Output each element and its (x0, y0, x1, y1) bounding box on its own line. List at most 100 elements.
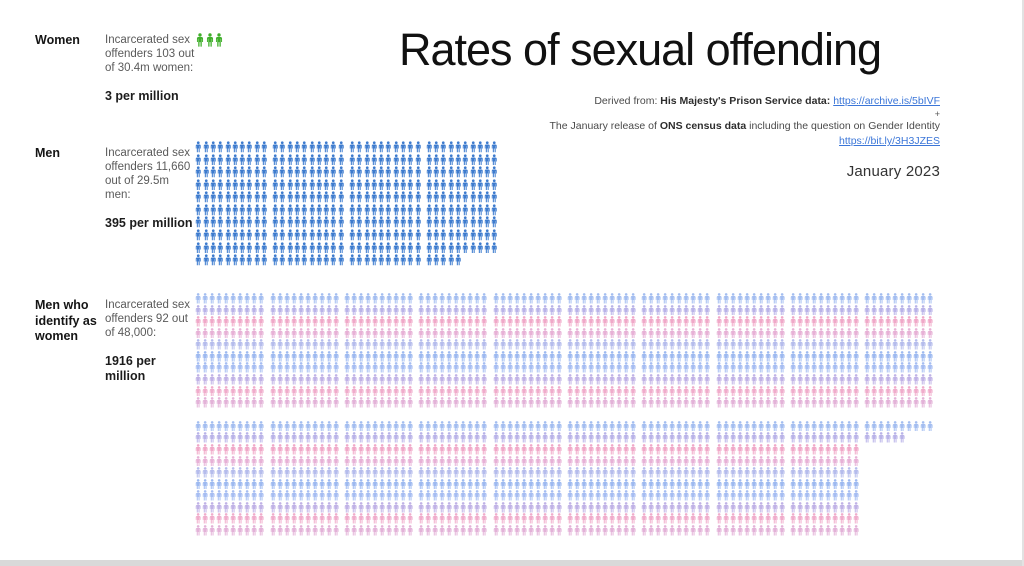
person-icon (251, 444, 257, 455)
pictogram-row (567, 397, 637, 409)
person-icon (737, 525, 743, 536)
person-icon (514, 421, 520, 432)
person-icon (730, 316, 736, 327)
person-icon (581, 305, 587, 316)
person-icon (595, 479, 601, 490)
archive-link[interactable]: https://archive.is/5bIVF (833, 95, 940, 107)
person-icon (655, 362, 661, 373)
person-icon (662, 397, 668, 408)
pictogram-row (349, 254, 422, 267)
pictogram-row (641, 467, 711, 479)
person-icon (261, 166, 268, 178)
person-icon (440, 166, 447, 178)
person-icon (641, 467, 647, 478)
pictogram-row (418, 502, 488, 514)
person-icon (446, 525, 452, 536)
pictogram-row (715, 328, 785, 340)
person-icon (440, 141, 447, 153)
person-icon (683, 316, 689, 327)
person-icon (385, 216, 392, 228)
person-icon (595, 456, 601, 467)
person-icon (616, 362, 622, 373)
person-icon (913, 374, 919, 385)
pictogram-row (567, 513, 637, 525)
person-icon (371, 216, 378, 228)
bitly-link[interactable]: https://bit.ly/3H3JZES (839, 135, 940, 148)
person-icon (616, 339, 622, 350)
person-icon (716, 444, 722, 455)
person-icon (277, 513, 283, 524)
person-icon (446, 328, 452, 339)
person-icon (294, 229, 301, 241)
person-icon (535, 339, 541, 350)
person-icon (270, 328, 276, 339)
person-icon (772, 374, 778, 385)
pictogram-row (344, 490, 414, 502)
person-icon (309, 204, 316, 216)
pictogram-block (269, 293, 339, 409)
person-icon (811, 397, 817, 408)
person-icon (602, 316, 608, 327)
person-icon (195, 386, 201, 397)
person-icon (258, 386, 264, 397)
person-icon (797, 421, 803, 432)
person-icon (237, 305, 243, 316)
person-icon (567, 421, 573, 432)
person-icon (542, 479, 548, 490)
person-icon (846, 328, 852, 339)
person-icon (407, 362, 413, 373)
person-icon (542, 351, 548, 362)
pictogram-block (418, 421, 488, 537)
pictogram-row (349, 229, 422, 242)
person-icon (407, 444, 413, 455)
person-icon (418, 421, 424, 432)
person-icon (595, 339, 601, 350)
person-icon (491, 179, 498, 191)
person-icon (386, 362, 392, 373)
person-icon (892, 397, 898, 408)
person-icon (305, 432, 311, 443)
person-icon (648, 525, 654, 536)
person-icon (270, 293, 276, 304)
person-icon (425, 432, 431, 443)
person-icon (284, 467, 290, 478)
person-icon (209, 479, 215, 490)
person-icon (351, 432, 357, 443)
person-icon (291, 374, 297, 385)
person-icon (871, 432, 877, 443)
person-icon (751, 421, 757, 432)
person-icon (254, 179, 261, 191)
person-icon (556, 479, 562, 490)
person-icon (258, 502, 264, 513)
pictogram-row (425, 229, 498, 242)
person-icon (832, 293, 838, 304)
person-icon (379, 351, 385, 362)
person-icon (365, 479, 371, 490)
person-icon (330, 242, 337, 254)
person-icon (716, 362, 722, 373)
person-icon (400, 513, 406, 524)
person-icon (913, 386, 919, 397)
person-icon (209, 397, 215, 408)
person-icon (846, 386, 852, 397)
person-icon (393, 339, 399, 350)
person-icon (751, 397, 757, 408)
person-icon (549, 305, 555, 316)
person-icon (323, 191, 330, 203)
person-icon (365, 362, 371, 373)
person-icon (507, 351, 513, 362)
group-desc-mtf: Incarcerated sex offenders 92 out of 48,… (105, 298, 195, 384)
pictogram-row (492, 362, 562, 374)
person-icon (899, 432, 905, 443)
person-icon (500, 432, 506, 443)
pictogram-row (269, 467, 339, 479)
person-icon (448, 154, 455, 166)
pictogram-row (790, 362, 860, 374)
person-icon (460, 386, 466, 397)
person-icon (333, 351, 339, 362)
person-icon (210, 242, 217, 254)
person-icon (528, 293, 534, 304)
person-icon (287, 216, 294, 228)
person-icon (797, 467, 803, 478)
person-icon (567, 328, 573, 339)
